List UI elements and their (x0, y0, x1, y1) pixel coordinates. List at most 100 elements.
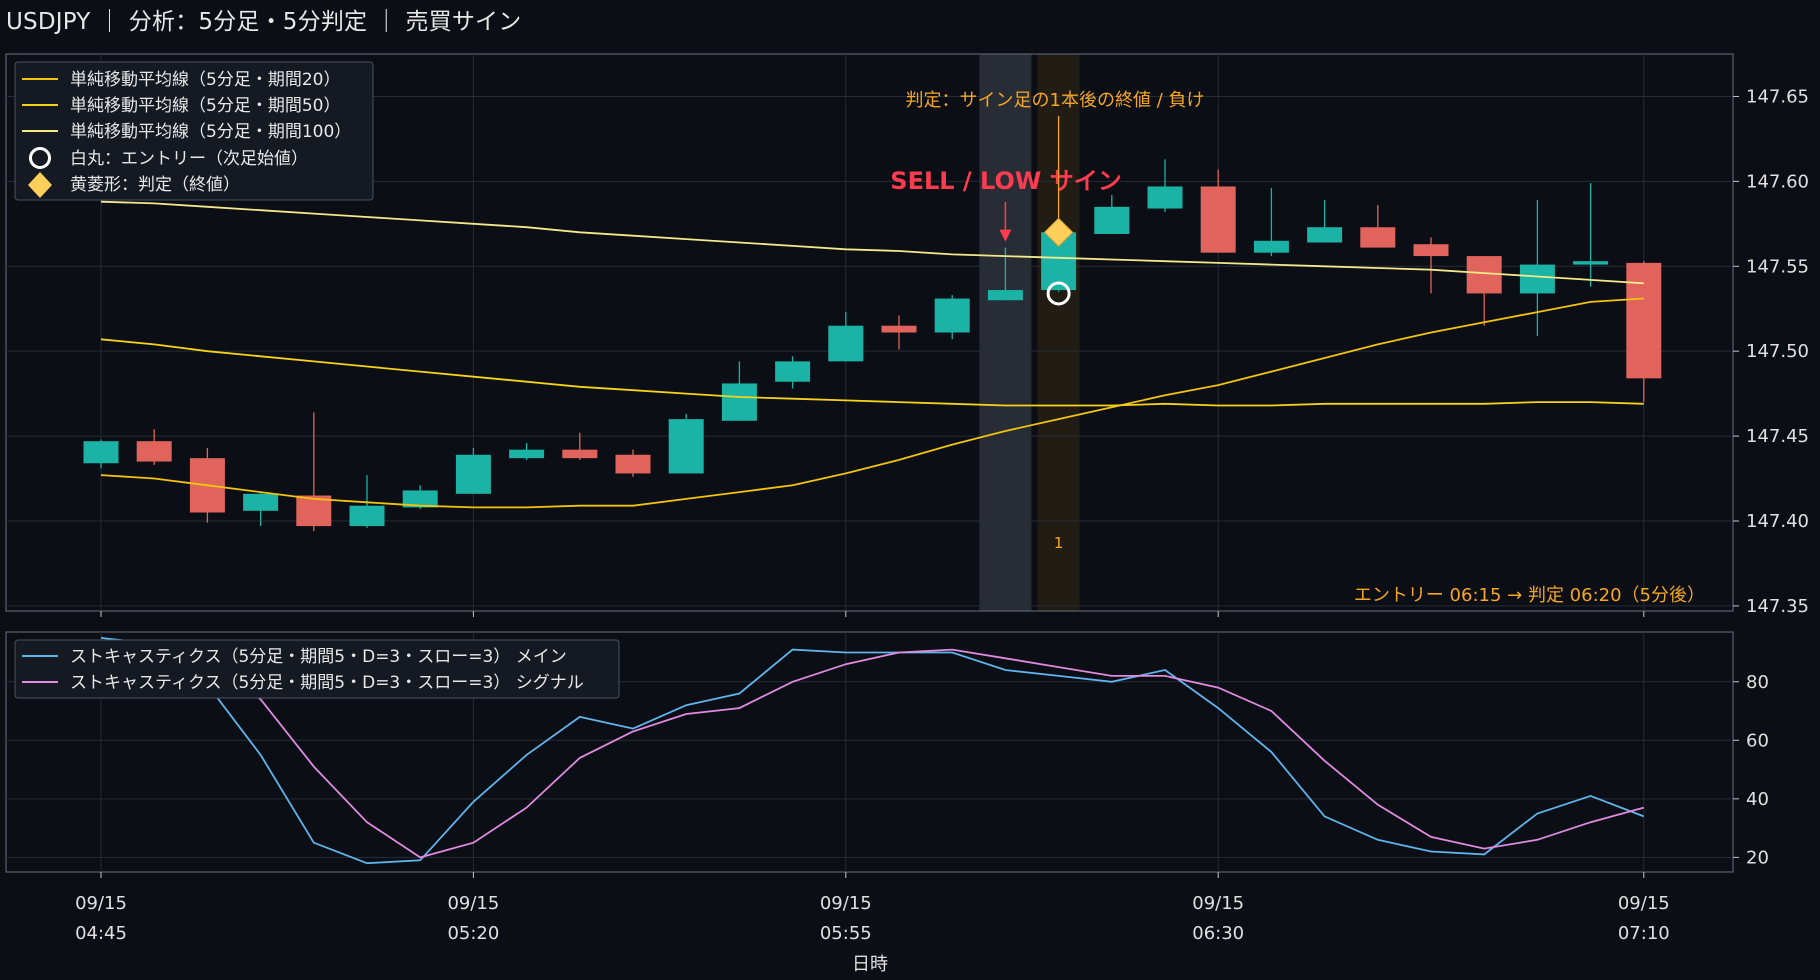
candle-bearish (881, 315, 917, 350)
x-tick-time: 04:45 (75, 923, 127, 944)
candle-bullish (1253, 188, 1289, 257)
legend-label-sma100-line: 単純移動平均線（5分足・期間100） (70, 122, 351, 142)
candle-body (1147, 186, 1183, 209)
candle-body (402, 490, 438, 508)
candle-bullish (775, 356, 811, 389)
candle-bearish (1360, 205, 1396, 248)
candle-body (1200, 186, 1236, 253)
x-tick-date: 09/15 (447, 893, 499, 914)
candle-body (1413, 244, 1449, 257)
stochastic-main-line (100, 637, 1645, 865)
x-tick-date: 09/15 (820, 893, 872, 914)
candle-body (136, 441, 172, 462)
candle-body (455, 454, 491, 494)
price-panel-frame (5, 53, 1734, 612)
price-y-label: 147.45 (1746, 426, 1809, 447)
candle-bearish (1200, 169, 1236, 253)
legend-label-stochastic-signal-line: ストキャスティクス（5分足・期間5・D=3・スロー=3） シグナル (70, 673, 584, 693)
price-legend-box (14, 61, 374, 201)
price-y-label: 147.65 (1746, 86, 1809, 107)
price-panel: SELL / LOW サイン 判定：サイン足の1本後の終値 / 負け 1 エントリー … (5, 53, 1809, 617)
candle-bearish (296, 412, 332, 532)
legend-judgement-swatch (28, 172, 52, 198)
candle-body (1519, 264, 1555, 294)
price-y-label: 147.60 (1746, 171, 1809, 192)
candle-body (987, 290, 1023, 301)
legend-entry-label: 白丸：エントリー（次足始値） (70, 149, 308, 169)
candle-bullish (1573, 183, 1609, 287)
candle-bullish (243, 492, 279, 527)
stochastic-y-label: 60 (1746, 730, 1769, 751)
candle-body (1360, 227, 1396, 248)
time-axis: 09/15 04:45 09/15 05:20 09/15 05:55 09/15 06:30… (75, 611, 1670, 975)
stochastic-panel-frame (5, 631, 1734, 873)
candle-body (243, 493, 279, 511)
legend-label-stochastic-main-line: ストキャスティクス（5分足・期間5・D=3・スロー=3） メイン (70, 647, 567, 667)
x-tick-date: 09/15 (1618, 893, 1670, 914)
signal-markers: SELL / LOW サイン 判定：サイン足の1本後の終値 / 負け 1 エントリー … (890, 90, 1705, 606)
page-title: USDJPY ｜ 分析：5分足・5分判定 ｜ 売買サイン (6, 9, 522, 35)
sell-signal-arrowhead (999, 229, 1012, 242)
price-y-label: 147.40 (1746, 511, 1809, 532)
judgement-diamond (1043, 217, 1074, 248)
candle-body (934, 298, 970, 333)
highlight-bands (979, 54, 1080, 611)
candle-body (775, 361, 811, 382)
x-axis-label: 日時 (852, 954, 888, 975)
stochastic-lines (100, 637, 1645, 865)
candle-bullish (721, 361, 757, 421)
x-tick-time: 05:55 (820, 923, 872, 944)
candle-bullish (83, 439, 119, 469)
candle-body (1573, 261, 1609, 265)
candle-body (296, 495, 332, 527)
candle-body (1094, 206, 1130, 235)
stochastic-axis: 20 40 60 80 (1733, 672, 1769, 868)
candle-body (83, 441, 119, 464)
candle-body (1466, 256, 1502, 294)
x-tick-time: 05:20 (447, 923, 499, 944)
legend-label-sma50-line: 単純移動平均線（5分足・期間50） (70, 96, 340, 116)
price-axis: 147.35 147.40 147.45 147.50 147.55 147.60 147.… (1733, 86, 1809, 617)
candle-body (509, 449, 545, 459)
price-y-label: 147.50 (1746, 341, 1809, 362)
signal-band (979, 54, 1032, 611)
x-tick-time: 06:30 (1192, 923, 1244, 944)
stochastic-legend: ストキャスティクス（5分足・期間5・D=3・スロー=3） メインストキャスティク… (14, 639, 620, 699)
candle-bullish (509, 442, 545, 460)
candle-bearish (136, 429, 172, 465)
sma20-line (100, 297, 1644, 509)
candle-bearish (1413, 237, 1449, 294)
candle-bullish (1307, 200, 1343, 243)
candle-body (1253, 240, 1289, 253)
stochastic-y-label: 20 (1746, 847, 1769, 868)
price-y-label: 147.35 (1746, 596, 1809, 617)
x-tick-time: 07:10 (1618, 923, 1670, 944)
judgement-bar-count: 1 (1054, 534, 1064, 552)
candle-body (668, 419, 704, 474)
candle-bearish (615, 449, 651, 477)
candle-body (562, 449, 598, 459)
candle-bullish (455, 447, 491, 494)
price-legend: 単純移動平均線（5分足・期間20） 単純移動平均線（5分足・期間50） 単純移動平均… (14, 61, 374, 201)
candle-bullish (1147, 159, 1183, 212)
candle-bullish (668, 414, 704, 474)
candle-bearish (562, 432, 598, 460)
stochastic-legend-box (14, 639, 620, 699)
sell-signal-label: SELL / LOW サイン (890, 167, 1121, 195)
candle-bullish (1094, 194, 1130, 235)
candle-body (615, 454, 651, 474)
legend-judgement-label: 黄菱形：判定（終値） (70, 175, 240, 195)
stochastic-panel: 20 40 60 80 ストキャスティクス（5分足・期間5・D=3・スロー=3） メイ… (5, 631, 1769, 873)
candle-body (828, 325, 864, 362)
candle-bullish (828, 312, 864, 362)
sma50-line (100, 338, 1644, 407)
x-tick-date: 09/15 (1192, 893, 1244, 914)
candle-bullish (934, 295, 970, 340)
stochastic-y-label: 80 (1746, 672, 1769, 693)
sma-lines (100, 200, 1644, 509)
candle-bearish (1466, 256, 1502, 326)
x-tick-date: 09/15 (75, 893, 127, 914)
judgement-annotation: 判定：サイン足の1本後の終値 / 負け (906, 90, 1205, 111)
entry-judgement-note: エントリー 06:15 → 判定 06:20（5分後） (1354, 585, 1705, 606)
